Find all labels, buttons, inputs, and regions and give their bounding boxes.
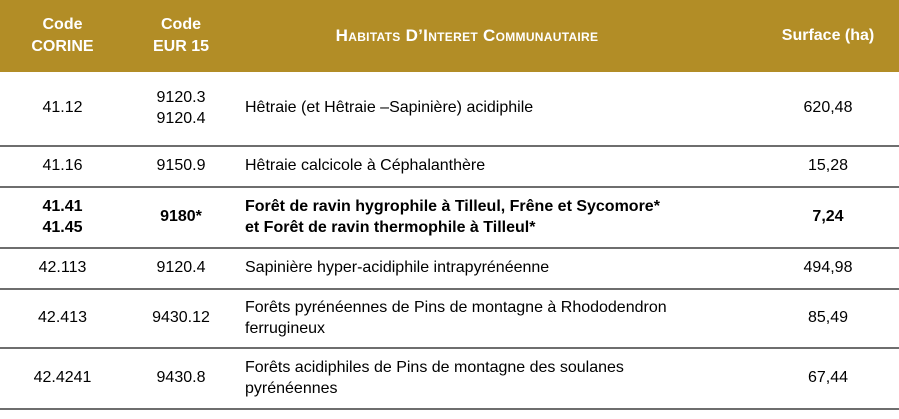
header-code-eur15: Code EUR 15 — [125, 0, 237, 72]
cell-habitat: Forêt de ravin hygrophile à Tilleul, Frê… — [237, 187, 757, 249]
header-row: Code CORINE Code EUR 15 Habitats D’Inter… — [0, 0, 899, 72]
cell-code-eur15: 9430.12 — [125, 289, 237, 349]
cell-habitat: Forêts acidiphiles de Pins de montagne d… — [237, 348, 757, 410]
cell-surface: 7,24 — [757, 187, 899, 249]
cell-surface: 620,48 — [757, 72, 899, 147]
cell-code-eur15: 9150.9 — [125, 146, 237, 188]
cell-habitat: Hêtraie (et Hêtraie –Sapinière) acidiphi… — [237, 72, 757, 147]
cell-code-eur15: 9180* — [125, 187, 237, 249]
header-habitat: Habitats D’Interet Communautaire — [237, 0, 757, 72]
header-code-corine: Code CORINE — [0, 0, 125, 72]
cell-code-eur15: 9120.4 — [125, 248, 237, 290]
cell-surface: 15,28 — [757, 146, 899, 188]
cell-code-eur15: 9430.8 — [125, 348, 237, 410]
cell-habitat: Forêts pyrénéennes de Pins de montagne à… — [237, 289, 757, 349]
table-header: Code CORINE Code EUR 15 Habitats D’Inter… — [0, 0, 899, 72]
header-surface: Surface (ha) — [757, 0, 899, 72]
table-row: 41.41 41.45 9180* Forêt de ravin hygroph… — [0, 187, 899, 249]
cell-code-corine: 42.4241 — [0, 348, 125, 410]
table-row: 41.12 9120.3 9120.4 Hêtraie (et Hêtraie … — [0, 72, 899, 147]
cell-code-corine: 41.16 — [0, 146, 125, 188]
cell-habitat: Hêtraie calcicole à Céphalanthère — [237, 146, 757, 188]
table-row: 42.113 9120.4 Sapinière hyper-acidiphile… — [0, 248, 899, 290]
cell-surface: 494,98 — [757, 248, 899, 290]
cell-surface: 85,49 — [757, 289, 899, 349]
table-row: 41.16 9150.9 Hêtraie calcicole à Céphala… — [0, 146, 899, 188]
table-row: 42.413 9430.12 Forêts pyrénéennes de Pin… — [0, 289, 899, 349]
table-row: 42.4241 9430.8 Forêts acidiphiles de Pin… — [0, 348, 899, 410]
table-body: 41.12 9120.3 9120.4 Hêtraie (et Hêtraie … — [0, 72, 899, 410]
cell-code-corine: 41.12 — [0, 72, 125, 147]
cell-code-corine: 41.41 41.45 — [0, 187, 125, 249]
cell-surface: 67,44 — [757, 348, 899, 410]
cell-code-corine: 42.413 — [0, 289, 125, 349]
habitats-table: Code CORINE Code EUR 15 Habitats D’Inter… — [0, 0, 899, 410]
cell-habitat: Sapinière hyper-acidiphile intrapyrénéen… — [237, 248, 757, 290]
cell-code-eur15: 9120.3 9120.4 — [125, 72, 237, 147]
cell-code-corine: 42.113 — [0, 248, 125, 290]
